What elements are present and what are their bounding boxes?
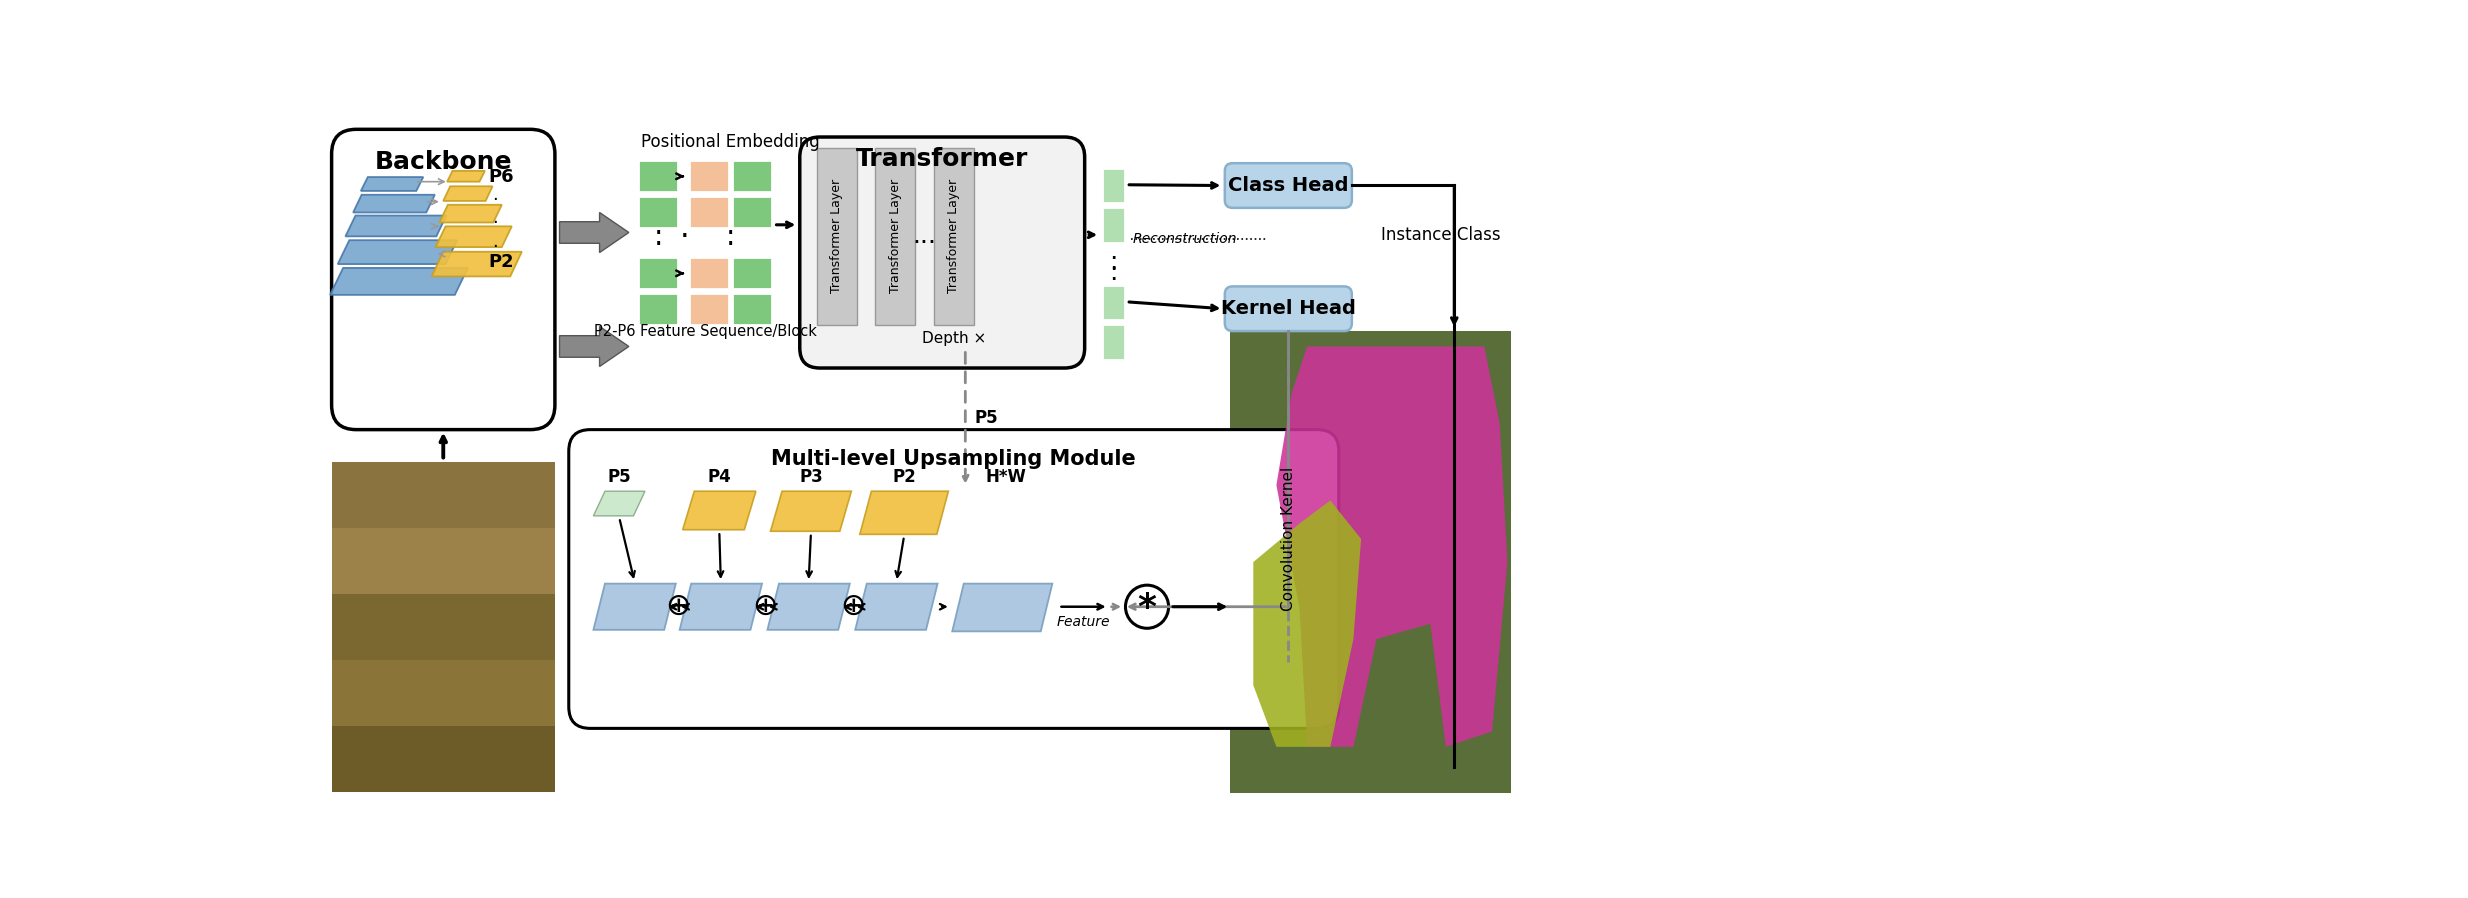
Polygon shape: [592, 491, 644, 515]
Text: Transformer Layer: Transformer Layer: [948, 180, 960, 294]
Bar: [331, 726, 555, 791]
Polygon shape: [560, 327, 629, 366]
Polygon shape: [434, 226, 511, 247]
FancyBboxPatch shape: [1224, 286, 1352, 331]
Polygon shape: [953, 584, 1051, 631]
Bar: [933, 148, 975, 325]
Text: P2-P6 Feature Sequence/Block: P2-P6 Feature Sequence/Block: [595, 323, 817, 339]
Text: P5: P5: [975, 409, 997, 427]
Polygon shape: [360, 177, 422, 191]
Text: Transformer: Transformer: [856, 146, 1029, 171]
Polygon shape: [768, 584, 849, 629]
Text: Backbone: Backbone: [375, 150, 511, 173]
Bar: [733, 293, 772, 325]
Text: P5: P5: [607, 469, 632, 487]
Polygon shape: [447, 171, 484, 181]
Polygon shape: [331, 268, 469, 295]
Polygon shape: [859, 491, 948, 534]
Bar: [733, 196, 772, 228]
Text: H*W: H*W: [985, 469, 1027, 487]
Text: Instance Class: Instance Class: [1382, 225, 1501, 244]
Text: Multi-level Upsampling Module: Multi-level Upsampling Module: [772, 449, 1135, 469]
Text: Transformer Layer: Transformer Layer: [888, 180, 901, 294]
Text: :: :: [654, 223, 664, 251]
Bar: [639, 196, 679, 228]
Text: P2: P2: [489, 252, 513, 271]
FancyBboxPatch shape: [1224, 163, 1352, 207]
Text: $\oplus$: $\oplus$: [839, 592, 864, 621]
Polygon shape: [1276, 347, 1508, 747]
FancyBboxPatch shape: [568, 429, 1338, 728]
Bar: [1101, 324, 1125, 359]
Bar: [639, 257, 679, 289]
Polygon shape: [432, 251, 521, 277]
Bar: [331, 594, 555, 660]
Text: Depth ×: Depth ×: [921, 331, 985, 347]
Text: Convolution Kernel: Convolution Kernel: [1281, 467, 1296, 611]
Polygon shape: [560, 213, 629, 252]
Text: :: :: [726, 223, 735, 251]
Text: *: *: [1138, 591, 1157, 625]
Bar: [876, 148, 916, 325]
Text: P4: P4: [708, 469, 731, 487]
Bar: [689, 160, 728, 192]
Text: $\oplus$: $\oplus$: [666, 592, 691, 621]
Polygon shape: [684, 491, 755, 530]
Bar: [1229, 331, 1510, 793]
Bar: [1101, 285, 1125, 321]
Polygon shape: [592, 584, 676, 629]
Text: P6: P6: [489, 168, 513, 186]
Bar: [331, 660, 555, 726]
FancyBboxPatch shape: [800, 137, 1083, 368]
Text: Reconstruction: Reconstruction: [1133, 232, 1236, 246]
Text: P3: P3: [800, 469, 822, 487]
Bar: [689, 293, 728, 325]
Text: Feature: Feature: [1056, 615, 1111, 629]
Bar: [733, 160, 772, 192]
Polygon shape: [439, 205, 501, 223]
Bar: [1101, 207, 1125, 242]
Polygon shape: [353, 195, 434, 213]
Bar: [331, 528, 555, 594]
Circle shape: [1125, 585, 1170, 629]
Text: $\oplus$: $\oplus$: [753, 592, 777, 621]
Polygon shape: [679, 584, 763, 629]
Bar: [689, 196, 728, 228]
Text: Kernel Head: Kernel Head: [1222, 299, 1355, 318]
Bar: [331, 462, 555, 528]
Polygon shape: [346, 216, 447, 236]
Text: ...: ...: [913, 224, 935, 249]
Polygon shape: [338, 240, 457, 264]
FancyBboxPatch shape: [331, 129, 555, 429]
Polygon shape: [1254, 500, 1360, 747]
Text: Transformer Layer: Transformer Layer: [829, 180, 844, 294]
Text: :: :: [1108, 250, 1118, 274]
Polygon shape: [770, 491, 851, 532]
Text: Class Head: Class Head: [1229, 176, 1348, 195]
Text: P2: P2: [893, 469, 916, 487]
Polygon shape: [444, 186, 494, 201]
Text: ·: ·: [679, 223, 689, 251]
Bar: [817, 148, 856, 325]
Bar: [689, 257, 728, 289]
Text: :: :: [1108, 261, 1118, 286]
Bar: [733, 257, 772, 289]
Bar: [639, 293, 679, 325]
Bar: [1101, 168, 1125, 203]
Text: ·
·
·: · · ·: [491, 190, 499, 256]
Polygon shape: [856, 584, 938, 629]
Text: Positional Embedding: Positional Embedding: [642, 133, 819, 151]
Bar: [639, 160, 679, 192]
